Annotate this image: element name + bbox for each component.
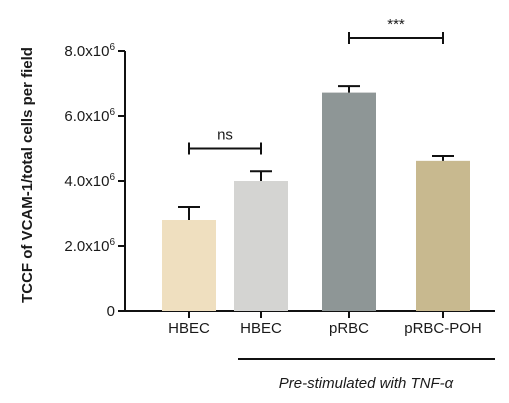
y-tick-exponent: 6 bbox=[109, 42, 115, 53]
significance-label: ns bbox=[217, 127, 233, 144]
bar-4 bbox=[416, 160, 470, 311]
y-tick-label: 6.0x106 bbox=[64, 107, 115, 125]
bar-3 bbox=[322, 92, 376, 311]
x-category-label: HBEC bbox=[240, 320, 282, 337]
significance-brackets bbox=[188, 32, 444, 155]
y-tick-label: 4.0x106 bbox=[64, 172, 115, 190]
y-tick-label: 0 bbox=[107, 303, 115, 320]
y-tick-exponent: 6 bbox=[109, 107, 115, 118]
error-bars bbox=[178, 85, 454, 220]
y-tick-exponent: 6 bbox=[109, 237, 115, 248]
bar-2 bbox=[234, 181, 288, 311]
group-annotation-greek: α bbox=[445, 375, 454, 392]
y-tick-label: 8.0x106 bbox=[64, 42, 115, 60]
x-category-label: pRBC bbox=[329, 320, 369, 337]
bars bbox=[162, 92, 470, 311]
group-annotation-text: Pre-stimulated with TNF- bbox=[279, 375, 445, 392]
significance-label: *** bbox=[387, 16, 405, 33]
group-annotation-label: Pre-stimulated with TNF-α bbox=[279, 375, 454, 392]
y-tick-exponent: 6 bbox=[109, 172, 115, 183]
bar-1 bbox=[162, 220, 216, 311]
labels: 0 2.0x106 4.0x106 6.0x106 8.0x106 HBEC HBEC pRB… bbox=[19, 16, 482, 392]
x-category-label: HBEC bbox=[168, 320, 210, 337]
x-category-label: pRBC-POH bbox=[404, 320, 482, 337]
y-axis-title: TCCF of VCAM-1/total cells per field bbox=[19, 47, 36, 303]
y-tick-label: 2.0x106 bbox=[64, 237, 115, 255]
